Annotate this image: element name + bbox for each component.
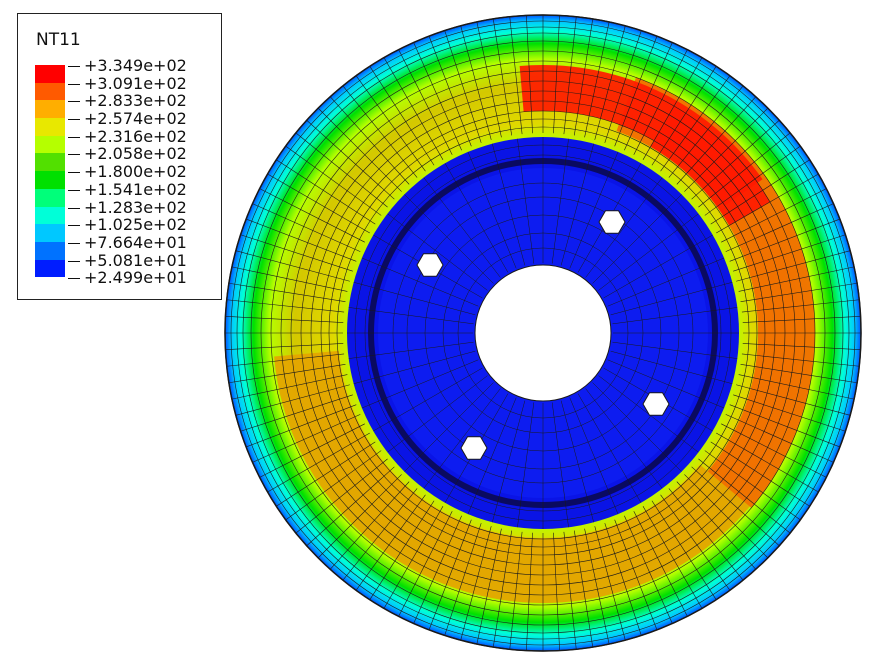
bolt-hole-icon: [598, 210, 626, 234]
legend-title: NT11: [36, 30, 81, 50]
legend: NT11 +3.349e+02 +3.091e+02 +2.833e+02 +2.57…: [17, 13, 222, 300]
legend-value: +2.058e+02: [68, 145, 187, 163]
legend-swatch: [35, 241, 65, 260]
mesh-lines: [225, 15, 861, 651]
legend-value: +2.499e+01: [68, 269, 187, 287]
legend-value: +7.664e+01: [68, 234, 187, 252]
legend-value: +2.574e+02: [68, 110, 187, 128]
legend-swatch: [35, 65, 65, 83]
center-bore: [474, 264, 612, 402]
legend-swatch: [35, 118, 65, 136]
legend-labels: +3.349e+02 +3.091e+02 +2.833e+02 +2.574e+02…: [68, 57, 187, 287]
bolt-hole-icon: [460, 436, 488, 460]
bolt-hole-icon: [642, 392, 670, 416]
legend-swatch: [35, 135, 65, 154]
legend-value: +1.283e+02: [68, 198, 187, 217]
legend-swatch: [35, 100, 65, 119]
legend-swatch: [35, 259, 65, 278]
legend-value: +1.025e+02: [68, 216, 187, 234]
legend-swatches: [35, 65, 65, 278]
legend-value: +2.316e+02: [68, 127, 187, 146]
legend-swatch: [35, 224, 65, 242]
legend-value: +1.800e+02: [68, 163, 187, 181]
legend-value: +1.541e+02: [68, 180, 187, 199]
legend-swatch: [35, 188, 65, 207]
disc-outline: [224, 14, 862, 652]
legend-swatch: [35, 153, 65, 172]
legend-value: +3.349e+02: [68, 57, 187, 75]
bolt-hole-icon: [416, 253, 444, 277]
legend-value: +5.081e+01: [68, 251, 187, 270]
legend-swatch: [35, 171, 65, 189]
legend-value: +3.091e+02: [68, 74, 187, 93]
legend-value: +2.833e+02: [68, 92, 187, 110]
legend-swatch: [35, 82, 65, 101]
legend-swatch: [35, 206, 65, 225]
warm-band-right: [616, 77, 815, 508]
